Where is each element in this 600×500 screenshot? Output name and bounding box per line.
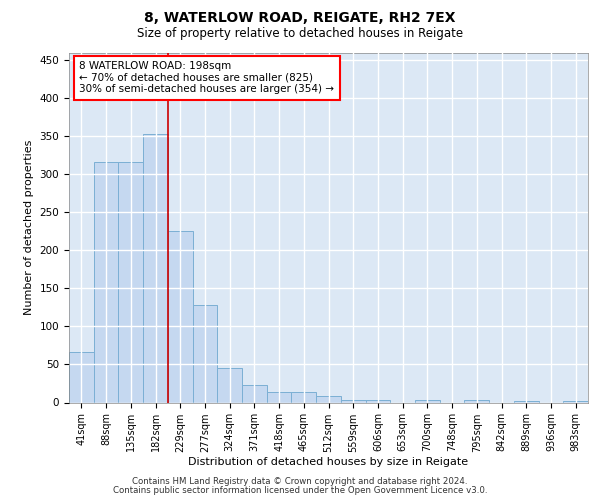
Bar	[267, 392, 292, 402]
Y-axis label: Number of detached properties: Number of detached properties	[24, 140, 34, 315]
Bar	[415, 400, 440, 402]
X-axis label: Distribution of detached houses by size in Reigate: Distribution of detached houses by size …	[188, 458, 469, 468]
Bar	[69, 352, 94, 403]
Bar	[292, 392, 316, 402]
Bar	[563, 401, 588, 402]
Bar	[193, 305, 217, 402]
Text: 8, WATERLOW ROAD, REIGATE, RH2 7EX: 8, WATERLOW ROAD, REIGATE, RH2 7EX	[144, 11, 456, 25]
Bar	[316, 396, 341, 402]
Bar	[514, 401, 539, 402]
Bar	[217, 368, 242, 402]
Bar	[94, 162, 118, 402]
Text: Contains HM Land Registry data © Crown copyright and database right 2024.: Contains HM Land Registry data © Crown c…	[132, 477, 468, 486]
Text: Size of property relative to detached houses in Reigate: Size of property relative to detached ho…	[137, 28, 463, 40]
Bar	[365, 400, 390, 402]
Bar	[242, 385, 267, 402]
Bar	[118, 162, 143, 402]
Bar	[341, 400, 365, 402]
Bar	[464, 400, 489, 402]
Bar	[168, 230, 193, 402]
Bar	[143, 134, 168, 402]
Text: Contains public sector information licensed under the Open Government Licence v3: Contains public sector information licen…	[113, 486, 487, 495]
Text: 8 WATERLOW ROAD: 198sqm
← 70% of detached houses are smaller (825)
30% of semi-d: 8 WATERLOW ROAD: 198sqm ← 70% of detache…	[79, 61, 334, 94]
